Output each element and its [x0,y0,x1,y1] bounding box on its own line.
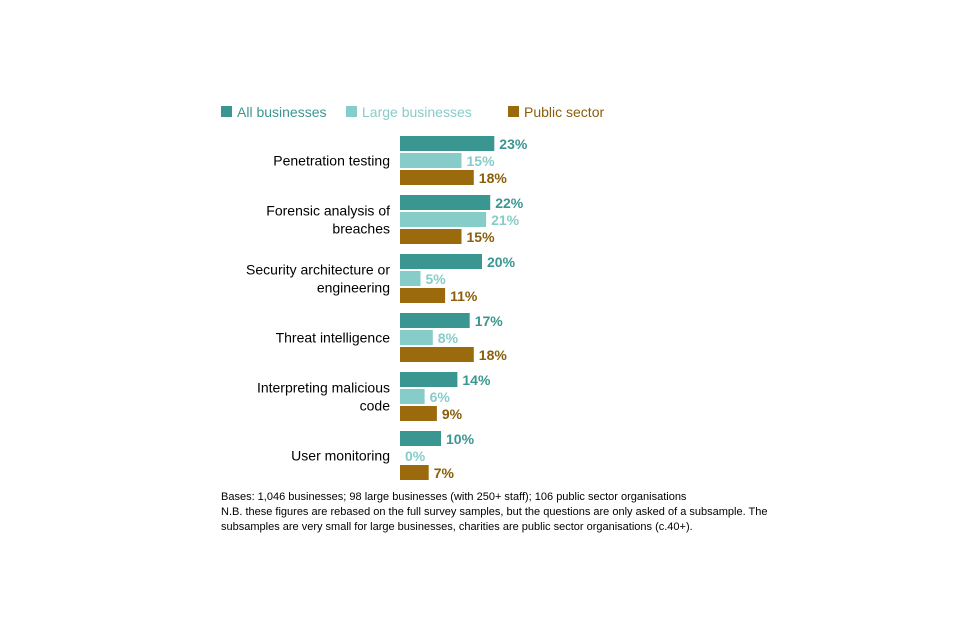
value-label-public-sector-user-monitoring: 7% [434,465,455,481]
bar-all-businesses-interpreting-malicious-code [400,372,458,387]
legend-swatch-public-sector [508,106,519,117]
value-label-large-businesses-forensic-analysis-of-breaches: 21% [491,212,520,228]
bar-public-sector-user-monitoring [400,465,429,480]
bar-public-sector-interpreting-malicious-code [400,406,437,421]
category-label-forensic-analysis-of-breaches: Forensic analysis of breaches [266,203,390,237]
bar-large-businesses-threat-intelligence [400,330,433,345]
value-label-large-businesses-user-monitoring: 0% [405,448,426,464]
notes-nb-line1: N.B. these figures are rebased on the fu… [221,506,768,518]
value-label-all-businesses-threat-intelligence: 17% [475,313,504,329]
bar-public-sector-threat-intelligence [400,347,474,362]
value-label-all-businesses-interpreting-malicious-code: 14% [462,372,491,388]
bar-large-businesses-security-architecture-or-engineering [400,271,421,286]
value-label-large-businesses-security-architecture-or-engineering: 5% [426,271,447,287]
bar-large-businesses-penetration-testing [400,153,462,168]
category-label-penetration-testing: Penetration testing [273,153,390,169]
value-label-all-businesses-penetration-testing: 23% [499,136,528,152]
legend-swatch-all-businesses [221,106,232,117]
bar-public-sector-security-architecture-or-engineering [400,288,446,303]
value-label-all-businesses-user-monitoring: 10% [446,431,475,447]
bar-all-businesses-security-architecture-or-engineering [400,254,482,269]
value-label-public-sector-interpreting-malicious-code: 9% [442,406,463,422]
bar-all-businesses-forensic-analysis-of-breaches [400,195,491,210]
value-label-large-businesses-threat-intelligence: 8% [438,330,459,346]
bar-all-businesses-user-monitoring [400,431,441,446]
category-label-user-monitoring: User monitoring [291,448,390,464]
bar-public-sector-penetration-testing [400,170,474,185]
legend-label-public-sector: Public sector [524,104,604,120]
legend-label-large-businesses: Large businesses [362,104,472,120]
category-label-security-architecture-or-engineering: Security architecture or engineering [246,262,390,296]
legend: All businesses Large businesses Public sec… [221,104,604,120]
value-label-public-sector-security-architecture-or-engineering: 11% [450,288,478,304]
legend-swatch-large-businesses [346,106,357,117]
value-label-public-sector-penetration-testing: 18% [479,170,508,186]
bar-all-businesses-threat-intelligence [400,313,470,328]
value-label-large-businesses-interpreting-malicious-code: 6% [430,389,451,405]
category-label-interpreting-malicious-code: Interpreting malicious code [257,380,390,414]
value-label-public-sector-threat-intelligence: 18% [479,347,508,363]
bar-public-sector-forensic-analysis-of-breaches [400,229,462,244]
value-label-all-businesses-security-architecture-or-engineering: 20% [487,254,516,270]
notes-bases: Bases: 1,046 businesses; 98 large busine… [221,491,687,503]
bar-all-businesses-penetration-testing [400,136,495,151]
value-label-large-businesses-penetration-testing: 15% [467,153,496,169]
category-label-threat-intelligence: Threat intelligence [276,330,391,346]
legend-label-all-businesses: All businesses [237,104,327,120]
value-label-all-businesses-forensic-analysis-of-breaches: 22% [495,195,524,211]
bar-large-businesses-interpreting-malicious-code [400,389,425,404]
bar-chart: All businesses Large businesses Public sec… [221,104,604,481]
value-label-public-sector-forensic-analysis-of-breaches: 15% [467,229,496,245]
bar-large-businesses-forensic-analysis-of-breaches [400,212,487,227]
chart-notes: Bases: 1,046 businesses; 98 large busine… [221,490,821,535]
notes-nb-line2: subsamples are very small for large busi… [221,521,693,533]
